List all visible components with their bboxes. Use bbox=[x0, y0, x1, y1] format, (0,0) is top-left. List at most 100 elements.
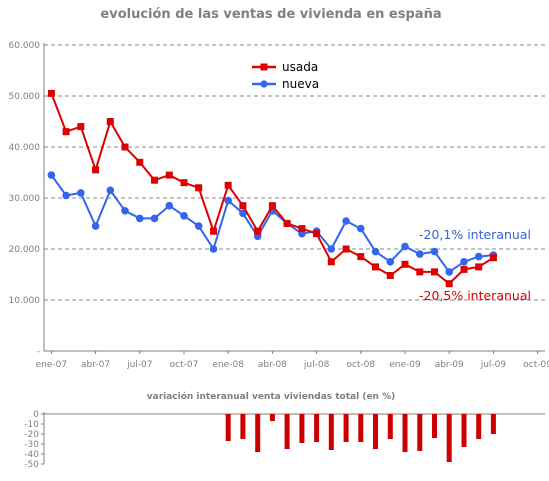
legend: usada nueva bbox=[252, 60, 319, 91]
series-line-nueva bbox=[50, 174, 494, 273]
bar-y-tick-label: -20 bbox=[24, 430, 39, 440]
point-usada bbox=[475, 263, 483, 271]
main-series-group bbox=[47, 89, 498, 288]
main-axes bbox=[43, 43, 545, 352]
legend-label-nueva: nueva bbox=[282, 77, 319, 91]
point-usada bbox=[92, 166, 100, 174]
point-nueva bbox=[106, 186, 115, 195]
main-x-tick-label: abr-09 bbox=[435, 360, 464, 370]
point-nueva bbox=[209, 245, 218, 253]
point-nueva bbox=[47, 171, 56, 179]
bar bbox=[240, 414, 246, 439]
bar-series-group bbox=[225, 414, 496, 462]
point-usada bbox=[106, 118, 114, 125]
main-y-tick-label: 50.000 bbox=[9, 92, 41, 102]
point-usada bbox=[431, 268, 438, 276]
bar bbox=[358, 414, 364, 442]
point-usada bbox=[372, 263, 379, 271]
main-y-tick-label: 60.000 bbox=[9, 41, 41, 51]
bar bbox=[269, 414, 275, 421]
main-x-tick-label: abr-08 bbox=[258, 360, 287, 370]
point-nueva bbox=[136, 214, 144, 223]
bar bbox=[314, 414, 320, 442]
point-nueva bbox=[430, 247, 439, 256]
bar-chart-title: variación interanual venta viviendas tot… bbox=[147, 391, 395, 402]
point-usada bbox=[313, 230, 321, 238]
point-usada bbox=[180, 179, 188, 187]
main-x-tick-label: ene-08 bbox=[212, 360, 244, 370]
point-nueva bbox=[194, 222, 203, 230]
point-nueva bbox=[460, 258, 468, 266]
bar bbox=[461, 414, 467, 447]
point-usada bbox=[151, 176, 158, 184]
point-nueva bbox=[371, 247, 380, 256]
bar bbox=[387, 414, 393, 439]
main-x-tick-label: jul-08 bbox=[303, 360, 330, 370]
point-nueva bbox=[357, 224, 365, 233]
main-y-tick-labels: - 10.000 20.000 30.000 40.000 50.000 60.000 bbox=[9, 41, 41, 357]
point-usada bbox=[268, 202, 276, 210]
main-x-tick-label: oct-09 bbox=[523, 360, 549, 370]
point-usada bbox=[62, 128, 70, 136]
point-nueva bbox=[180, 212, 188, 220]
legend-label-usada: usada bbox=[282, 60, 318, 74]
main-x-tick-label: abr-07 bbox=[81, 360, 110, 370]
annotation-usada: -20,5% interanual bbox=[419, 288, 531, 303]
bar bbox=[476, 414, 482, 439]
point-nueva bbox=[224, 196, 232, 205]
bar bbox=[373, 414, 378, 449]
point-nueva bbox=[150, 214, 159, 223]
main-y-tick-label: 30.000 bbox=[9, 194, 41, 204]
point-usada bbox=[136, 158, 144, 166]
point-usada bbox=[460, 265, 468, 273]
point-usada bbox=[357, 253, 365, 261]
point-usada bbox=[416, 268, 424, 276]
main-x-tick-label: ene-09 bbox=[389, 360, 421, 370]
bar-y-tick-label: -10 bbox=[24, 420, 39, 430]
point-usada bbox=[224, 181, 232, 189]
point-nueva bbox=[121, 207, 129, 215]
series-line-usada bbox=[50, 93, 494, 285]
point-nueva bbox=[165, 201, 174, 210]
point-nueva bbox=[239, 209, 247, 218]
point-usada bbox=[386, 272, 394, 279]
point-usada bbox=[327, 258, 335, 266]
point-nueva bbox=[474, 252, 483, 261]
point-usada bbox=[254, 227, 262, 235]
bar bbox=[284, 414, 290, 449]
bar bbox=[343, 414, 349, 442]
bar-y-tick-label: -50 bbox=[24, 460, 39, 470]
point-usada bbox=[77, 123, 85, 131]
main-y-tick-label: 20.000 bbox=[9, 245, 41, 255]
bar bbox=[225, 414, 231, 441]
point-nueva bbox=[386, 258, 395, 266]
point-usada bbox=[445, 280, 453, 288]
point-usada bbox=[489, 254, 497, 262]
bar bbox=[490, 414, 496, 434]
point-nueva bbox=[77, 189, 85, 197]
point-usada bbox=[239, 202, 247, 210]
point-usada bbox=[165, 171, 173, 179]
main-x-tick-label: oct-07 bbox=[170, 360, 199, 370]
bar-y-tick-label: -30 bbox=[24, 440, 39, 450]
point-nueva bbox=[416, 250, 424, 258]
bar bbox=[417, 414, 423, 451]
legend-marker-nueva bbox=[260, 80, 268, 88]
main-y-tick-label: - bbox=[37, 347, 40, 357]
point-nueva bbox=[62, 191, 70, 200]
bar-y-tick-label: -40 bbox=[24, 450, 39, 460]
bar bbox=[402, 414, 408, 452]
point-usada bbox=[121, 143, 129, 151]
main-x-tick-label: oct-08 bbox=[346, 360, 375, 370]
point-usada bbox=[47, 89, 55, 97]
main-x-tick-labels: ene-07 abr-07 jul-07 oct-07 ene-08 abr-08 jul-… bbox=[36, 351, 549, 370]
point-nueva bbox=[91, 222, 100, 230]
main-x-tick-label: jul-09 bbox=[480, 360, 507, 370]
main-y-tick-label: 10.000 bbox=[9, 296, 41, 306]
bar bbox=[299, 414, 305, 443]
main-x-tick-label: jul-07 bbox=[126, 360, 152, 370]
point-usada bbox=[283, 220, 291, 227]
bar-y-tick-labels: 0-10-20-30-40-50 bbox=[24, 410, 44, 470]
bar bbox=[432, 414, 437, 438]
